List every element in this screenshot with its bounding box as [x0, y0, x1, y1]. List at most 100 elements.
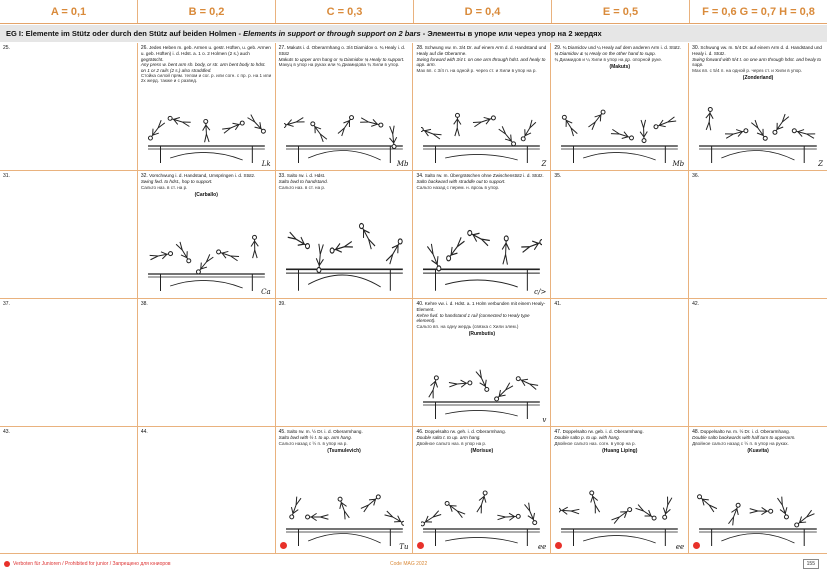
gymnast-figure — [521, 119, 537, 142]
element-gymnast-name: (Carballo) — [194, 192, 218, 199]
gymnast-figure — [772, 113, 790, 135]
element-number: 40. — [416, 301, 424, 307]
element-text-russian: ¾ Диамидов и ¼ Хили в упор на др. опорно… — [554, 56, 663, 62]
element-text-english: Salto bwd with ½ t. to up. arm hang. — [278, 435, 352, 441]
element-number: 41. — [554, 301, 562, 307]
page-footer: Verboten für Junioren / Prohibited for j… — [0, 556, 827, 572]
difficulty-column-d: D = 0,4 — [414, 0, 552, 23]
element-illustration — [419, 102, 542, 164]
gymnast-figure — [360, 494, 381, 513]
element-description: 39. — [279, 301, 410, 307]
gymnast-figure — [337, 496, 350, 520]
motion-arrow — [445, 154, 519, 161]
gymnast-figure — [588, 109, 606, 130]
gymnast-figure — [725, 128, 749, 139]
element-number: 30. — [692, 45, 700, 51]
element-number: 38. — [140, 301, 148, 307]
element-number: 44. — [140, 429, 148, 435]
element-gymnast-name: (Morisue) — [470, 448, 494, 455]
group-prefix: EG I: — [6, 29, 24, 38]
element-cell: 35. — [551, 171, 690, 299]
gymnast-figure — [358, 222, 375, 250]
gymnast-figure — [247, 114, 266, 134]
element-text-russian: Двойное сальто наз. согн. в упор на р. — [554, 440, 636, 446]
element-description: 43. — [3, 429, 134, 435]
motion-arrow — [445, 410, 519, 417]
element-cell: 45. Salto rw. m. ½ Dr. i. d. Oberarmhang… — [275, 427, 414, 554]
motion-arrow — [307, 150, 381, 161]
page-number: 155 — [802, 559, 819, 569]
gymnast-figure — [385, 238, 403, 265]
element-cell: 37. — [0, 299, 138, 427]
element-text-english: Swing forward with 3/4 t. on one arm thr… — [416, 56, 546, 68]
element-gymnast-name: (Kuavita) — [747, 448, 769, 455]
element-description: 32. Vorschwung i. d. Handstand, Umspring… — [141, 173, 272, 199]
element-cell: 34. Salto rw. m. Übergrätschen ohne Zwis… — [413, 171, 552, 299]
element-description: 33. Salto rw. i. d. Hdst. Salto bwd to ha… — [279, 173, 410, 190]
gymnast-figure — [287, 231, 310, 250]
element-description: 25. — [3, 45, 134, 51]
element-text-russian: Стойка силой прям. телом и сог. р. или с… — [140, 73, 272, 84]
judge-symbol: Mb — [396, 159, 409, 168]
element-description: 45. Salto rw. m. ½ Dr. i. d. Oberarmhang… — [279, 429, 410, 455]
gymnast-figure — [446, 237, 466, 262]
element-text-russian: Сальто назад с перем. н. врозь в упор. — [416, 184, 500, 190]
element-text-german: Doppelsalto rw. geb. i. d. Oberarmhang. — [562, 429, 644, 434]
gymnast-figure — [791, 128, 816, 139]
element-illustration — [284, 214, 405, 292]
difficulty-column-fgh: F = 0,6 G = 0,7 H = 0,8 — [690, 0, 827, 23]
element-gymnast-name: (Makuts) — [609, 64, 631, 71]
gymnast-figure — [476, 490, 489, 514]
element-cell: 47. Doppelsalto rw. geb. i. d. Oberarmha… — [551, 427, 690, 554]
code-title: Code MAG 2022 — [390, 561, 428, 567]
gymnast-figure — [147, 119, 165, 141]
motion-arrow — [169, 280, 243, 289]
gymnast-figure — [388, 125, 397, 150]
element-text-russian: Сальто наз. в ст. на р. — [278, 184, 326, 190]
gymnast-figure — [359, 117, 384, 128]
element-cell: 48. Doppelsalto rw. m. ½ Dr. i. d. Obera… — [689, 427, 827, 554]
gymnast-figure — [281, 117, 305, 128]
junior-prohibited-icon — [4, 561, 10, 567]
element-gymnast-name: (Rumbutis) — [468, 331, 496, 338]
element-gymnast-name: (Zonderland) — [742, 75, 774, 82]
element-illustration — [421, 214, 545, 292]
group-title-german: Elemente im Stütz oder durch den Stütz a… — [25, 29, 242, 38]
element-description: 30. Schwung vw. m. 5/4 Dr. auf einem Arm… — [692, 45, 824, 81]
gymnast-figure — [419, 127, 443, 140]
element-illustration — [559, 102, 680, 164]
element-text-russian: Двойное сальто наз. в упор на р. — [416, 440, 487, 446]
element-cell: 31. — [0, 171, 138, 299]
element-cell: 43. — [0, 427, 138, 554]
element-cell: 39. — [275, 299, 414, 427]
element-text-russian: Сальто наз. в ст. на р. — [140, 184, 188, 190]
motion-arrow — [169, 152, 243, 161]
gymnast-figure — [497, 512, 522, 521]
element-illustration — [556, 485, 680, 547]
element-cell: 25. — [0, 43, 138, 171]
difficulty-column-a: A = 0,1 — [0, 0, 138, 23]
element-gymnast-name: (Tsumulevich) — [327, 448, 361, 455]
motion-arrow — [307, 533, 381, 544]
gymnast-figure — [175, 241, 192, 264]
gymnast-figure — [449, 379, 473, 388]
judge-symbol: Mb — [672, 159, 685, 168]
element-text-english: Makuts to upper arm hang or ¾ Diamidov ¾… — [278, 56, 405, 62]
element-cell: 41. — [551, 299, 690, 427]
element-illustration — [421, 358, 542, 420]
judge-symbol: Tu — [399, 542, 409, 551]
element-description: 47. Doppelsalto rw. geb. i. d. Oberarmha… — [554, 429, 685, 455]
element-number: 31. — [3, 173, 10, 179]
gymnast-figure — [476, 369, 490, 392]
gymnast-figure — [794, 509, 815, 528]
junior-prohibited-note: Verboten für Junioren / Prohibited for j… — [13, 561, 171, 567]
gymnast-figure — [524, 502, 538, 526]
element-text-german: Salto rw. m. ½ Dr. i. d. Oberarmhang. — [286, 429, 363, 434]
gymnast-figure — [640, 119, 649, 144]
element-cell: 40. Kehre vw. i. d. Hdst. a. 1 Holm verb… — [413, 299, 552, 427]
element-description: 37. — [3, 301, 134, 307]
element-description: 41. — [554, 301, 685, 307]
element-description: 27. Makuts i. d. Oberarmhang o. 3/4 Diam… — [279, 45, 410, 68]
element-description: 48. Doppelsalto rw. m. ½ Dr. i. d. Obera… — [692, 429, 824, 455]
element-text-german: Kehre vw. i. d. Hdst. a. 1 Holm verbunde… — [416, 301, 546, 313]
